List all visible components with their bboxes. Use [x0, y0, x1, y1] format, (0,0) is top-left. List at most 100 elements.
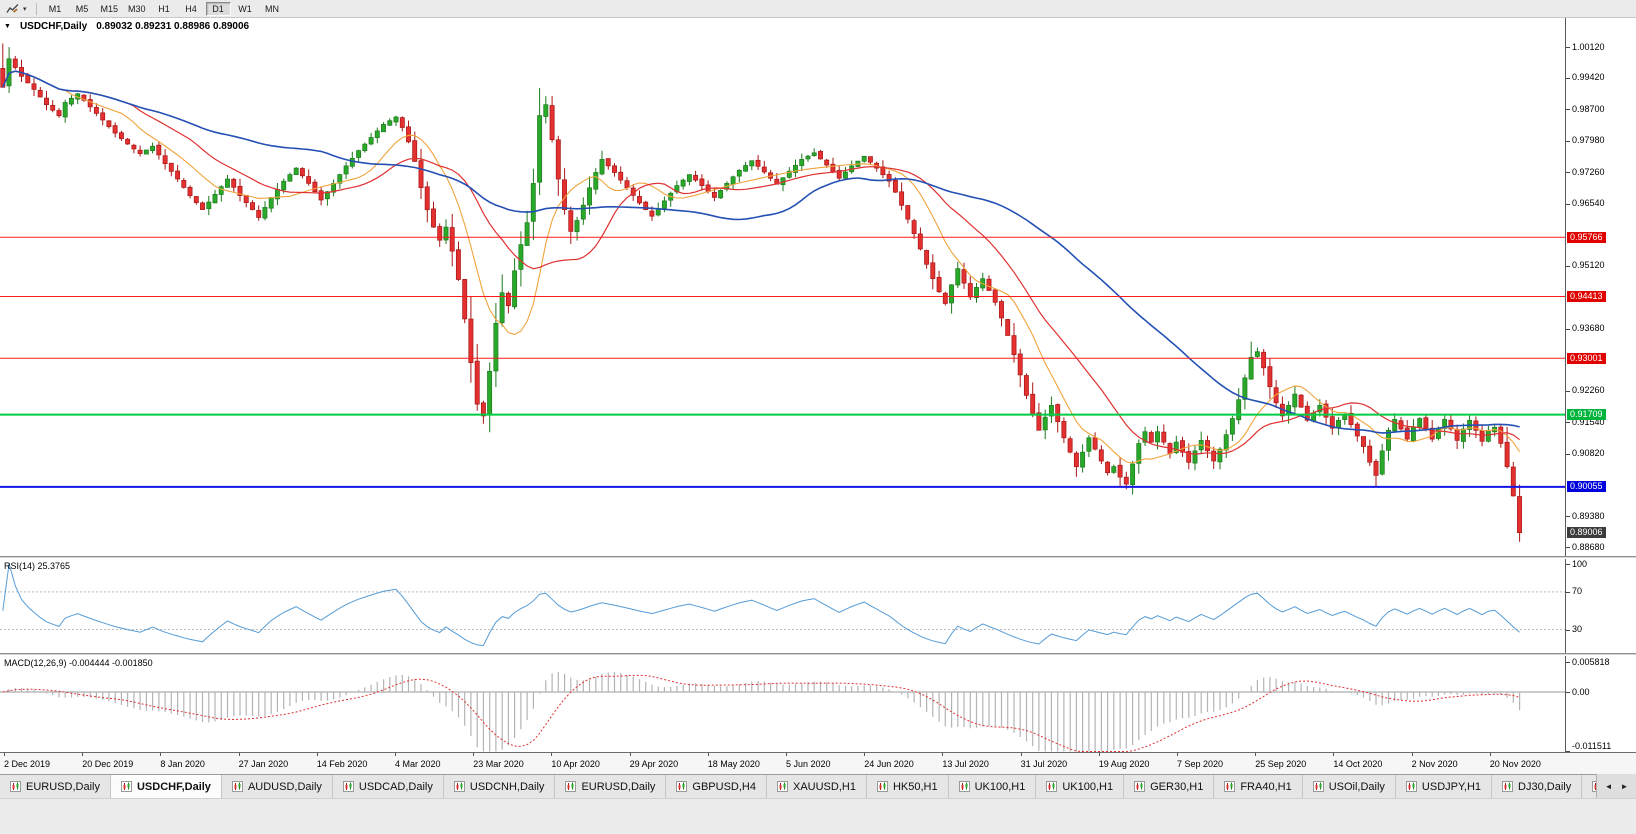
chart-tab-eurusd-daily[interactable]: EURUSD,Daily — [555, 775, 667, 798]
axis-tick-mark — [1566, 422, 1570, 423]
macd-chart[interactable] — [0, 656, 1565, 752]
tab-label: USDCNH,Daily — [469, 780, 545, 793]
axis-tick-mark — [1566, 629, 1570, 631]
panel-separator[interactable] — [0, 653, 1636, 656]
chart-tab-usoil-daily[interactable]: USOil,Daily — [1302, 775, 1396, 798]
tab-label: GBPUSD,H4 — [692, 780, 756, 793]
tab-label: USDCHF,Daily — [136, 780, 211, 793]
chart-tab-eurusd-daily[interactable]: EURUSD,Daily — [0, 775, 111, 798]
price-tick-label: 0.96540 — [1572, 198, 1605, 208]
time-tick-mark — [864, 753, 866, 756]
price-tick-label: 70 — [1572, 586, 1583, 597]
price-line-label: 0.90055 — [1567, 481, 1606, 493]
macd-axis[interactable]: 0.005818 0.00 -0.011511 — [1565, 656, 1636, 753]
timeframe-button-h4[interactable]: H4 — [185, 3, 197, 14]
time-tick-mark — [238, 753, 240, 756]
price-line-label: 0.93001 — [1567, 352, 1606, 364]
price-tick-label: 0.88680 — [1572, 541, 1605, 552]
macd-header: MACD(12,26,9) -0.004444 -0.001850 — [4, 658, 153, 668]
chart-tab-xauusd-h1[interactable]: XAUUSD,H1 — [766, 775, 867, 798]
chart-tab-uk100-h1[interactable]: UK100,H1 — [948, 775, 1037, 798]
timeframe-button-w1[interactable]: W1 — [238, 3, 252, 14]
chart-tab-audusd-daily[interactable]: AUDUSD,Daily — [221, 775, 333, 798]
time-tick-mark — [629, 753, 631, 756]
price-axis[interactable]: 1.00120 0.99420 0.98700 0.97980 0.97260 0.965… — [1565, 18, 1636, 556]
price-tick-label: 0.005818 — [1572, 656, 1610, 667]
time-axis[interactable]: 2 Dec 2019 20 Dec 2019 8 Jan 2020 27 Jan 20… — [0, 752, 1636, 774]
date-label: 14 Oct 2020 — [1333, 759, 1383, 769]
date-label: 20 Nov 2020 — [1489, 759, 1541, 769]
chart-tab-hk50-h1[interactable]: HK50,H1 — [866, 775, 949, 798]
time-tick-mark — [4, 753, 5, 756]
chart-tab-usdcad-daily[interactable]: USDCAD,Daily — [332, 775, 444, 798]
rsi-chart[interactable] — [0, 559, 1565, 653]
price-tick-label: 0.00 — [1572, 686, 1590, 697]
tab-label: EURUSD,Daily — [581, 780, 656, 793]
date-label: 13 Jul 2020 — [942, 759, 989, 769]
candlestick-chart[interactable] — [0, 18, 1565, 556]
tab-scroll-left-icon[interactable]: ◄ — [1604, 781, 1613, 791]
tab-chart-icon — [1046, 781, 1058, 792]
time-tick-mark — [1020, 753, 1022, 756]
price-tick-label: 0.93680 — [1572, 323, 1605, 333]
tool-dropdown-caret[interactable]: ▾ — [23, 5, 27, 13]
price-tick-label: 0.90820 — [1572, 448, 1605, 458]
axis-tick-mark — [1566, 77, 1570, 79]
chart-tab-uk100-h1[interactable]: UK100,H1 — [1036, 775, 1125, 798]
time-tick-mark — [160, 753, 162, 756]
date-label: 7 Sep 2020 — [1177, 759, 1224, 769]
tab-label: DJ30,Daily — [1518, 780, 1572, 793]
tab-label: AUDUSD,Daily — [247, 780, 322, 793]
timeframe-buttons: M1 M5 M15 M30 H1 H4 D1 W1 MN — [43, 1, 285, 16]
chart-tab-usdjpy-h1[interactable]: USDJPY,H1 — [1395, 775, 1493, 798]
panel-separator[interactable] — [0, 556, 1636, 559]
tab-scroll-right-icon[interactable]: ► — [1620, 781, 1629, 791]
timeframe-button-m5[interactable]: M5 — [75, 3, 89, 14]
symbol-label: USDCHF,Daily — [19, 21, 88, 32]
chart-tab-usdcnh-daily[interactable]: USDCNH,Daily — [443, 775, 556, 798]
timeframe-button-m30[interactable]: M30 — [128, 3, 146, 14]
date-label: 19 Aug 2020 — [1098, 759, 1150, 769]
chart-tab-fra40-h1[interactable]: FRA40,H1 — [1214, 775, 1303, 798]
time-tick-mark — [82, 753, 84, 756]
tab-label: XAUUSD,H1 — [792, 780, 856, 793]
time-tick-mark — [1489, 753, 1491, 756]
chart-tab-gbpusd-h4[interactable]: GBPUSD,H4 — [666, 775, 767, 798]
timeframe-toolbar: ▾ M1 M5 M15 M30 H1 H4 D1 W1 MN — [0, 0, 1636, 18]
date-label: 18 May 2020 — [707, 759, 760, 769]
chart-tab-dj30-daily[interactable]: DJ30,Daily — [1492, 775, 1583, 798]
price-tick-label: 0.95120 — [1572, 260, 1605, 271]
chart-tab-ger30-h1[interactable]: GER30,H1 — [1124, 775, 1215, 798]
price-tick-label: 1.00120 — [1572, 41, 1605, 52]
price-tick-label: 0.89380 — [1572, 510, 1605, 521]
tab-chart-icon — [453, 781, 465, 792]
chart-tab-usdchf-daily[interactable]: USDCHF,Daily — [110, 775, 222, 798]
time-tick-mark — [1255, 753, 1257, 756]
chart-edit-icon[interactable] — [4, 2, 21, 16]
chart-header: ▼ USDCHF,Daily 0.89032 0.89231 0.88986 0… — [4, 21, 249, 32]
tab-chart-icon — [876, 781, 888, 792]
ohlc-collapse-arrow-icon[interactable]: ▼ — [4, 23, 11, 30]
time-tick-mark — [707, 753, 709, 756]
timeframe-button-m15[interactable]: M15 — [100, 3, 119, 14]
tab-label: USDJPY,H1 — [1421, 780, 1482, 793]
date-label: 31 Jul 2020 — [1020, 759, 1068, 769]
tab-label: UK100,H1 — [1062, 780, 1114, 793]
macd-panel: 0.005818 0.00 -0.011511 MACD(12,26,9) -0.0… — [0, 656, 1636, 753]
timeframe-button-h1[interactable]: H1 — [158, 3, 170, 14]
axis-tick-mark — [1566, 591, 1570, 593]
price-line-label: 0.89006 — [1567, 527, 1606, 539]
tab-label: GER30,H1 — [1150, 780, 1204, 793]
axis-tick-mark — [1566, 109, 1570, 111]
time-tick-mark — [1411, 753, 1413, 756]
date-label: 25 Sep 2020 — [1255, 759, 1307, 769]
timeframe-button-m1[interactable]: M1 — [48, 3, 62, 14]
tab-chart-icon — [1134, 781, 1146, 792]
tab-chart-icon — [1312, 781, 1324, 792]
axis-tick-mark — [1566, 390, 1570, 392]
timeframe-button-d1[interactable]: D1 — [205, 1, 231, 16]
time-tick-mark — [942, 753, 944, 756]
tab-chart-icon — [1502, 781, 1514, 792]
timeframe-button-mn[interactable]: MN — [265, 3, 280, 14]
rsi-axis[interactable]: 100 70 30 — [1565, 559, 1636, 653]
